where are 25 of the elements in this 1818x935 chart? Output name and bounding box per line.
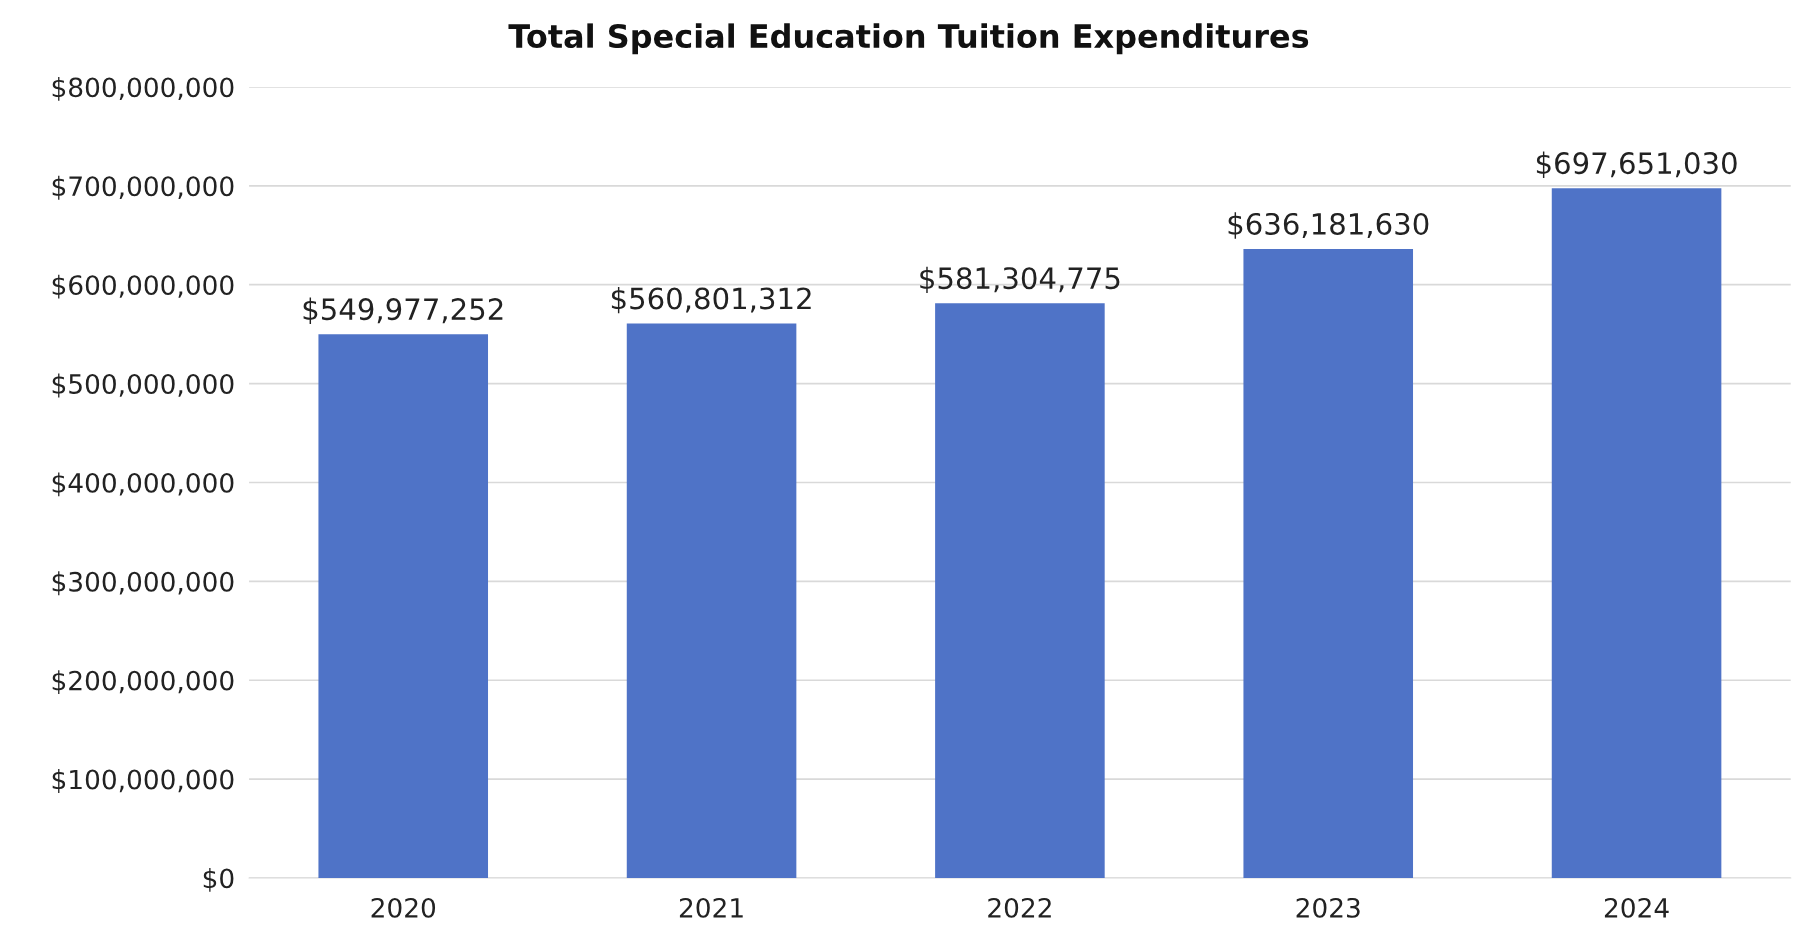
x-tick-label: 2022 — [988, 897, 1051, 918]
data-label: $560,801,312 — [611, 286, 811, 314]
bar — [1243, 248, 1414, 878]
x-tick-label: 2021 — [679, 897, 743, 918]
x-tick-label: 2023 — [1296, 897, 1360, 918]
y-tick-label: $0 — [203, 867, 234, 892]
y-tick-label: $700,000,000 — [52, 175, 234, 200]
y-tick-label: $200,000,000 — [52, 670, 234, 695]
bar — [935, 303, 1105, 878]
data-label: $581,304,775 — [920, 266, 1120, 294]
data-label: $697,651,030 — [1536, 151, 1737, 179]
y-tick-label: $300,000,000 — [52, 571, 234, 596]
data-label: $549,977,252 — [303, 297, 503, 325]
x-tick-label: 2024 — [1604, 897, 1669, 918]
data-label: $636,181,630 — [1228, 212, 1429, 239]
y-tick-label: $800,000,000 — [52, 76, 234, 101]
bar — [626, 323, 797, 878]
bar — [318, 334, 489, 878]
y-tick-label: $600,000,000 — [52, 274, 234, 299]
y-tick-label: $400,000,000 — [52, 472, 234, 497]
bar — [1551, 188, 1722, 878]
x-tick-label: 2020 — [371, 897, 436, 918]
y-tick-label: $100,000,000 — [52, 769, 234, 793]
chart-title: Total Special Education Tuition Expenditures — [508, 23, 1309, 55]
y-tick-label: $500,000,000 — [52, 373, 234, 398]
